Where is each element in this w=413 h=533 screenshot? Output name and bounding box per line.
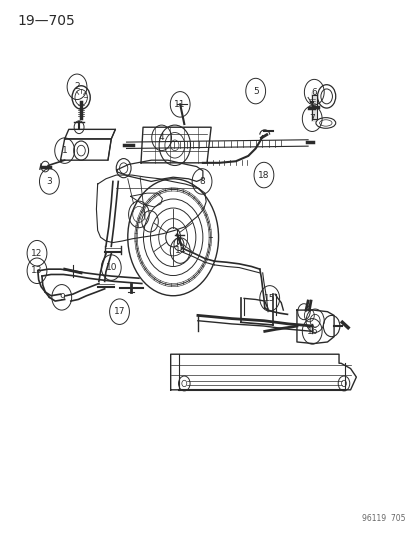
Text: 2: 2	[74, 82, 80, 91]
Text: 11: 11	[174, 100, 185, 109]
Text: 13: 13	[31, 266, 43, 275]
Text: 5: 5	[252, 86, 258, 95]
Text: 12: 12	[31, 249, 43, 258]
Text: 18: 18	[258, 171, 269, 180]
Text: 14: 14	[174, 246, 185, 255]
Text: 16: 16	[306, 327, 317, 336]
Text: 7: 7	[309, 114, 314, 123]
Text: 10: 10	[105, 263, 117, 272]
Text: 19—705: 19—705	[17, 14, 75, 28]
Text: 8: 8	[199, 177, 204, 186]
Text: 9: 9	[59, 293, 64, 302]
Text: 15: 15	[263, 294, 275, 303]
Text: 6: 6	[311, 87, 316, 96]
Text: 3: 3	[46, 177, 52, 186]
Text: 17: 17	[114, 307, 125, 316]
Text: 4: 4	[159, 133, 164, 142]
Text: 1: 1	[62, 146, 67, 155]
Text: 96119  705: 96119 705	[361, 514, 404, 523]
